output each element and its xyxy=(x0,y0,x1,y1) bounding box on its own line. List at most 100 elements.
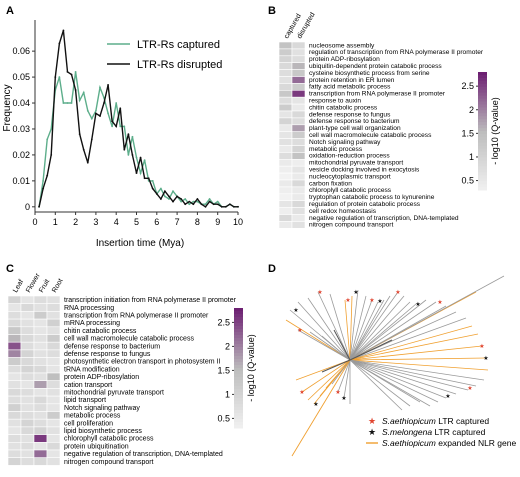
heatmap-cell xyxy=(33,295,48,304)
data-point xyxy=(196,200,199,203)
tree-branch xyxy=(349,359,421,403)
colorbar-segment xyxy=(478,178,487,182)
series-line-captured xyxy=(38,71,238,208)
tip-marker-black-star: ★ xyxy=(415,301,420,308)
data-point xyxy=(111,125,114,128)
tip-marker-red-star: ★ xyxy=(299,389,304,396)
data-point xyxy=(135,156,138,159)
legend-label: S.melongena LTR captured xyxy=(382,427,486,437)
heatmap-cell xyxy=(7,349,22,358)
tree-branch xyxy=(325,359,351,389)
heatmap-cell xyxy=(278,138,293,146)
data-point xyxy=(192,203,195,206)
heatmap-cell xyxy=(20,318,35,328)
heatmap-cell xyxy=(278,207,293,215)
tree-branch xyxy=(349,317,467,361)
tip-marker-red-star: ★ xyxy=(345,297,350,304)
heatmap-cell xyxy=(20,426,35,435)
heatmap-row-label: cysteine biosynthetic process from serin… xyxy=(309,70,430,77)
data-point xyxy=(168,195,170,198)
heatmap-cell xyxy=(7,441,22,451)
data-point xyxy=(119,107,122,110)
tip-marker-red-star: ★ xyxy=(317,289,322,296)
tip-marker-red-star: ★ xyxy=(437,299,442,306)
heatmap-row-label: defense response to bacterium xyxy=(64,343,160,350)
y-tick-label: 0.06 xyxy=(12,46,30,56)
data-point xyxy=(74,70,77,73)
colorbar-segment xyxy=(234,392,243,396)
data-point xyxy=(224,205,227,208)
data-point xyxy=(46,138,49,141)
heatmap-cell xyxy=(20,441,35,451)
x-tick-label: 4 xyxy=(114,217,119,227)
data-point xyxy=(66,102,69,104)
data-point xyxy=(127,133,130,136)
tree-branch xyxy=(349,299,427,361)
data-point xyxy=(62,29,65,32)
y-axis-label: Frequency xyxy=(2,84,13,131)
colorbar-segment xyxy=(234,401,243,405)
heatmap-cell xyxy=(291,96,306,105)
y-tick-label: 0.01 xyxy=(12,176,30,186)
data-point xyxy=(237,205,239,208)
tip-marker-black-star: ★ xyxy=(377,298,382,305)
data-point xyxy=(78,133,81,136)
data-point xyxy=(62,102,65,104)
colorbar-segment xyxy=(478,98,487,102)
heatmap-cell xyxy=(33,449,48,458)
colorbar-segment xyxy=(234,422,243,426)
heatmap-cell xyxy=(33,388,48,397)
heatmap-row-label: nucleosome assembly xyxy=(309,42,375,49)
heatmap-row-label: nitrogen compound transport xyxy=(64,459,154,466)
heatmap-row-label: cell proliferation xyxy=(64,420,113,427)
heatmap-cell xyxy=(46,349,61,358)
tree-branch xyxy=(349,325,473,361)
heatmap-cell xyxy=(46,457,61,466)
tree-branch xyxy=(297,329,351,361)
heatmap-cell xyxy=(291,193,306,202)
heatmap-cell xyxy=(20,449,35,458)
heatmap-cell xyxy=(20,411,35,420)
data-point xyxy=(204,205,207,208)
colorbar-segment xyxy=(234,371,243,375)
heatmap-cell xyxy=(20,364,35,374)
x-tick-label: 2 xyxy=(73,217,78,227)
colorbar-segment xyxy=(478,187,487,191)
heatmap-cell xyxy=(278,165,293,174)
x-tick-label: 1 xyxy=(53,217,58,227)
tip-marker-black-star: ★ xyxy=(483,355,488,362)
x-tick-label: 0 xyxy=(32,217,37,227)
data-point xyxy=(168,198,170,200)
data-point xyxy=(54,76,57,78)
heatmap-cell xyxy=(278,145,293,153)
colorbar-segment xyxy=(478,136,487,141)
colorbar-segment xyxy=(234,362,243,366)
heatmap-cell xyxy=(7,318,22,328)
data-point xyxy=(70,102,73,104)
heatmap-cell xyxy=(46,426,61,435)
heatmap-row-label: nucleocytoplasmic transport xyxy=(309,173,391,180)
data-point xyxy=(131,154,134,156)
y-tick-label: 0.05 xyxy=(12,72,30,82)
data-point xyxy=(151,179,154,182)
heatmap-cell xyxy=(291,41,306,50)
heatmap-cell xyxy=(33,334,48,343)
heatmap-cell xyxy=(20,380,35,389)
colorbar-segment xyxy=(478,154,487,159)
colorbar-segment xyxy=(234,350,243,354)
colorbar-segment xyxy=(234,419,243,423)
heatmap-cell xyxy=(20,388,35,397)
heatmap-row-label: transcription from RNA polymerase II pro… xyxy=(309,91,446,98)
tree-branch xyxy=(309,331,351,361)
heatmap-row-label: fatty acid metabolic process xyxy=(309,84,391,91)
heatmap-cell xyxy=(278,131,293,139)
heatmap-cell xyxy=(7,434,22,443)
colorbar-segment xyxy=(234,341,243,345)
data-point xyxy=(164,190,166,193)
heatmap-cell xyxy=(33,303,48,312)
data-point xyxy=(74,89,77,91)
data-point xyxy=(50,154,53,156)
heatmap-cell xyxy=(46,326,61,335)
heatmap-row-label: cell wall macromolecule catabolic proces… xyxy=(309,132,432,139)
